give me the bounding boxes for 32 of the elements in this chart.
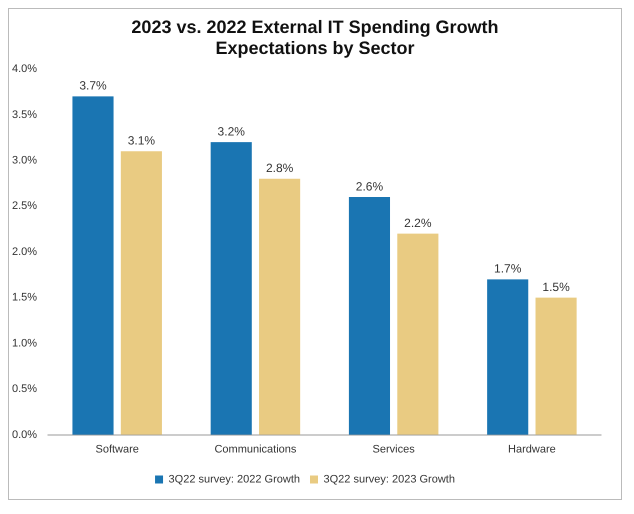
bar xyxy=(72,96,114,435)
chart-title: 2023 vs. 2022 External IT Spending Growth Expectations by Sector xyxy=(130,17,500,59)
data-label: 1.7% xyxy=(494,262,522,276)
data-label: 3.1% xyxy=(128,134,156,148)
data-label: 1.5% xyxy=(542,280,570,294)
y-tick-label: 2.5% xyxy=(12,200,38,212)
bar xyxy=(210,142,252,435)
legend-label: 3Q22 survey: 2023 Growth xyxy=(324,474,455,486)
y-tick-label: 0.0% xyxy=(12,428,38,441)
y-tick-label: 0.5% xyxy=(12,383,38,396)
bar xyxy=(259,178,300,435)
data-label: 2.6% xyxy=(356,179,384,194)
y-tick-label: 3.5% xyxy=(12,108,38,121)
bar xyxy=(397,234,438,435)
data-label: 2.2% xyxy=(404,216,432,230)
x-tick-label: Services xyxy=(372,443,416,456)
data-label: 3.7% xyxy=(79,78,107,93)
y-tick-label: 1.0% xyxy=(12,337,38,350)
data-label: 3.2% xyxy=(218,124,246,138)
bar xyxy=(536,298,577,435)
y-tick-label: 4.0% xyxy=(12,63,38,76)
y-tick-label: 1.5% xyxy=(12,292,38,304)
data-label: 2.8% xyxy=(266,161,294,176)
bar xyxy=(120,151,162,435)
legend-label: 3Q22 survey: 2022 Growth xyxy=(168,474,300,486)
x-tick-label: Hardware xyxy=(508,443,556,456)
y-tick-label: 2.0% xyxy=(12,246,38,258)
y-tick-label: 3.0% xyxy=(12,154,38,166)
x-tick-label: Communications xyxy=(214,443,297,456)
bar xyxy=(348,197,390,435)
bar xyxy=(487,279,528,435)
x-tick-label: Software xyxy=(95,443,139,456)
